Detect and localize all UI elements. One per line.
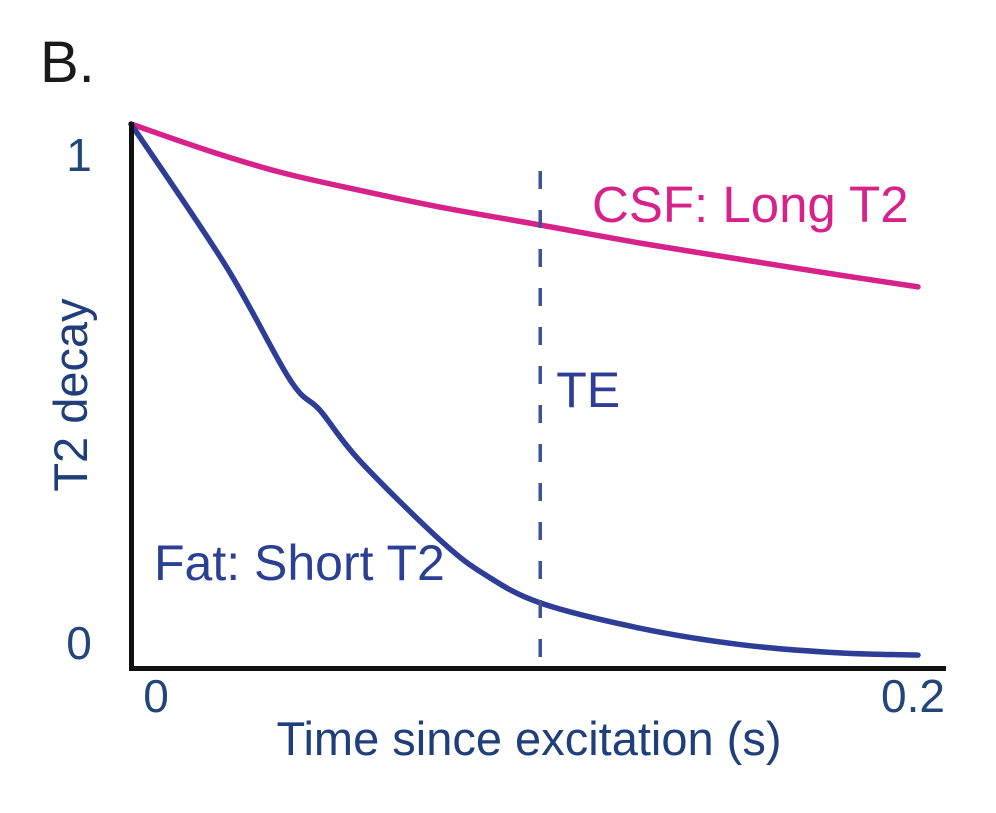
x-axis-label: Time since excitation (s) xyxy=(277,712,782,765)
panel-label: B. xyxy=(40,30,95,95)
y-tick-label-0: 0 xyxy=(66,617,92,669)
series-layer xyxy=(128,121,921,658)
x-tick-label-0.2: 0.2 xyxy=(881,670,945,722)
fat-decay-curve xyxy=(128,121,921,658)
csf-series-label: CSF: Long T2 xyxy=(592,176,909,233)
x-tick-label-0: 0 xyxy=(143,670,169,722)
fat-series-label: Fat: Short T2 xyxy=(154,535,445,591)
y-axis-label: T2 decay xyxy=(44,298,97,492)
csf-decay-curve xyxy=(128,121,921,290)
y-tick-label-1: 1 xyxy=(66,129,92,181)
te-label: TE xyxy=(556,362,620,418)
